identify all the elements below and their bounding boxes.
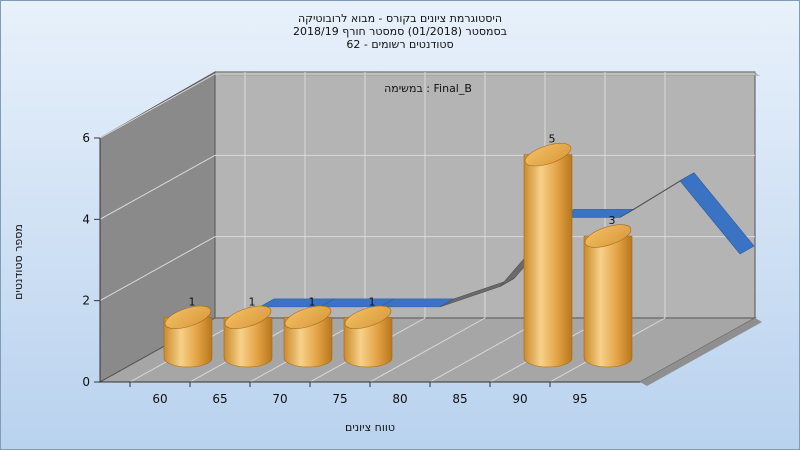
x-tick-label: 85 [452,392,467,406]
y-tick-label: 4 [82,212,90,226]
floor-gridline [369,317,486,383]
gridline-side [99,73,216,139]
task-annotation: במשימה : Final_B [384,82,472,95]
x-tick-label: 90 [512,392,527,406]
curve-segment [679,172,755,255]
x-tick-label: 70 [272,392,287,406]
chart-title: היסטוגרמת ציונים בקורס - מבוא לרובוטיקה … [293,12,507,51]
floor-edge [640,318,762,386]
bar-value-label: 1 [369,295,376,308]
bar-top [224,305,272,329]
bar-top [164,305,212,329]
x-axis-label: טווח ציונים [345,421,395,434]
gridline-side [99,154,216,220]
bar-body [583,235,633,368]
bar-value-label: 1 [309,295,316,308]
title-line-1: היסטוגרמת ציונים בקורס - מבוא לרובוטיקה [298,12,502,25]
x-tick-label: 80 [392,392,407,406]
bar [343,305,393,368]
bar [523,143,573,368]
bar-body [163,317,213,368]
bar-top [524,143,572,167]
y-tick-label: 2 [82,294,90,308]
gridline-side [99,236,216,302]
title-line-3: סטודנטים רשומים - 62 [346,38,453,51]
bar-value-label: 1 [189,295,196,308]
bar-value-label: 5 [549,133,556,146]
y-axis-label: מספר סטודנטים [12,224,25,300]
x-tick-label: 75 [332,392,347,406]
x-tick-label: 60 [152,392,167,406]
title-line-2: בסמסטר (01/2018) סמסטר חורף 2018/19 [293,25,507,38]
bar [283,305,333,368]
y-tick-label: 6 [82,131,90,145]
x-tick-label: 65 [212,392,227,406]
bar-top [284,305,332,329]
bar [223,305,273,368]
bar-value-label: 3 [609,214,616,227]
bar-body [343,317,393,368]
bars [163,143,633,368]
y-tick-label: 0 [82,375,90,389]
bar [163,305,213,368]
bar-labels: 1 1 1 1 5 3 [189,133,616,309]
bar-value-label: 1 [249,295,256,308]
bar [583,224,633,368]
bar-top [584,224,632,248]
x-tick-label: 95 [572,392,587,406]
bar-body [223,317,273,368]
x-ticks: 60 65 70 75 80 85 90 95 [129,382,588,406]
bar-top [344,305,392,329]
bar-body [283,317,333,368]
bar-body [523,154,573,368]
y-ticks: 0 2 4 6 [82,131,100,389]
